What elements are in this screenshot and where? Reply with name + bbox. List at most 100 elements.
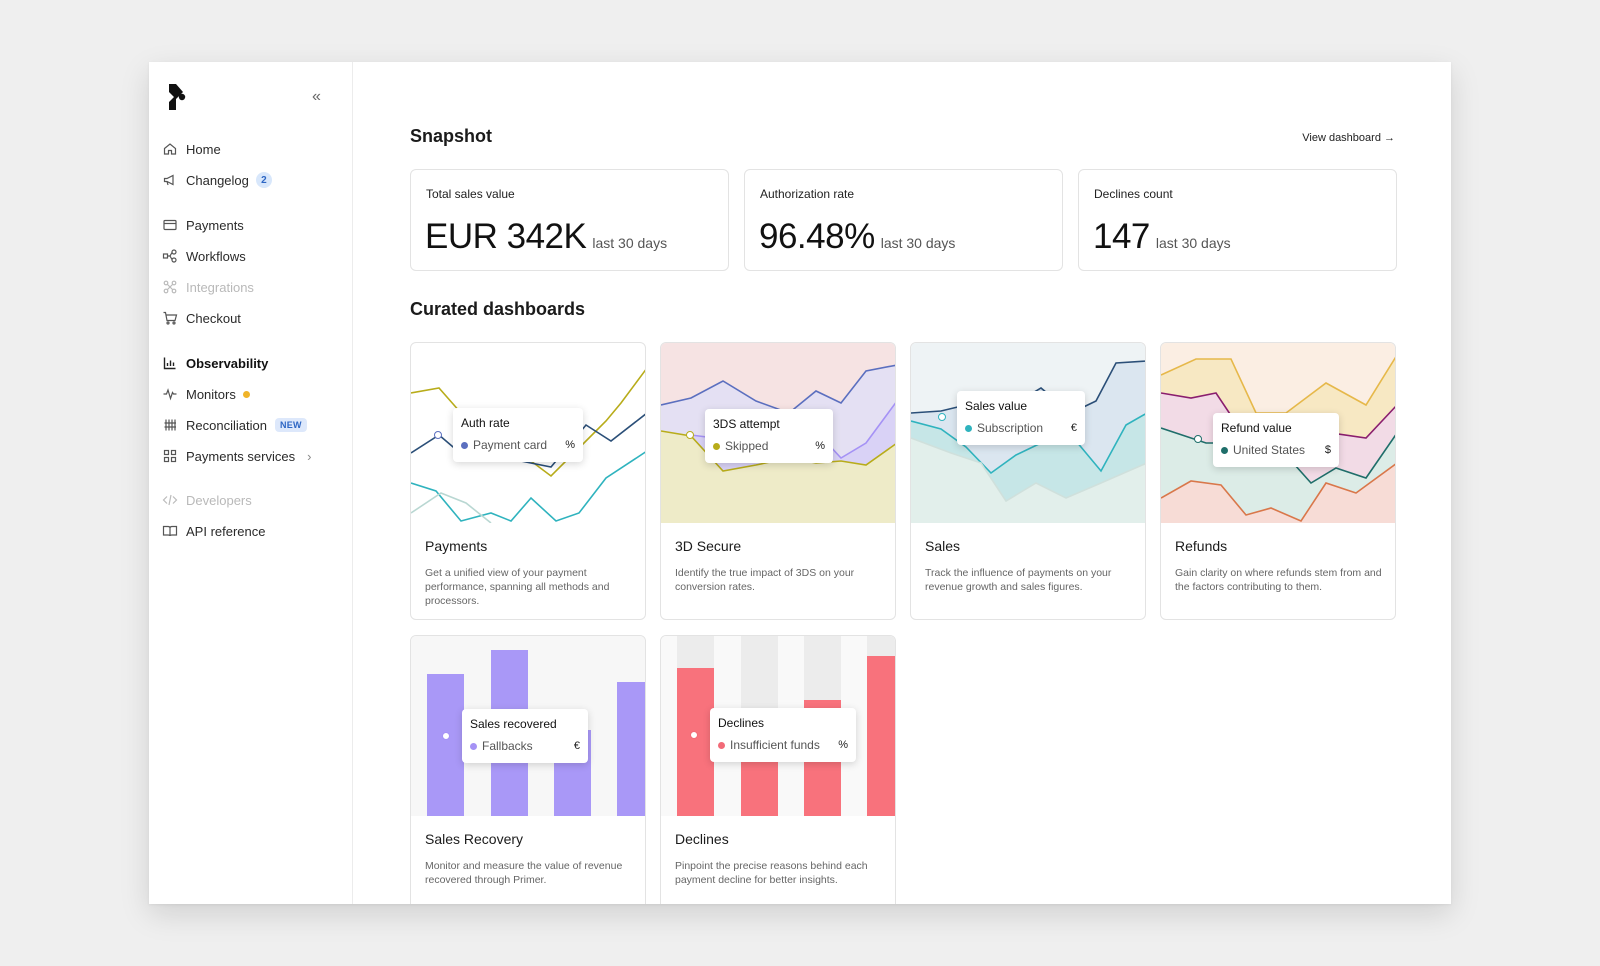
chart-tooltip: Sales value Subscription € [957,391,1085,445]
card-title: Refunds [1175,538,1228,554]
chart-tooltip: Declines Insufficient funds% [710,708,856,762]
sales-recovery-preview-chart: Sales recovered Fallbacks € [411,636,645,816]
stat-label: Authorization rate [760,187,855,201]
sidebar-item-checkout[interactable]: Checkout [162,307,241,329]
brand-logo[interactable] [166,82,186,112]
legend-dot [718,741,725,749]
card-description: Track the influence of payments on your … [925,567,1112,593]
cart-icon [162,310,178,326]
card-icon [162,217,178,233]
sidebar-item-payments-services[interactable]: Payments services › [162,445,311,467]
sidebar-item-workflows[interactable]: Workflows [162,245,246,267]
sidebar-item-observability[interactable]: Observability [162,352,268,374]
dashboard-card-declines[interactable]: Declines Insufficient funds% Declines Pi… [660,635,896,904]
sidebar-item-changelog[interactable]: Changelog 2 [162,169,272,191]
grid-icon [162,448,178,464]
chart-marker [1194,435,1202,443]
sidebar-item-reconciliation[interactable]: Reconciliation NEW [162,414,307,436]
tooltip-item: Subscription [977,421,1044,435]
workflow-icon [162,248,178,264]
main-content: Snapshot View dashboard → Total sales va… [353,62,1451,904]
card-description: Monitor and measure the value of revenue… [425,860,623,886]
tooltip-unit: $ [1324,444,1331,456]
chart-marker [938,413,946,421]
card-title: Sales Recovery [425,831,524,847]
app-window: « Home Changelog 2 Payments Workflows In… [149,62,1451,904]
sidebar-item-integrations[interactable]: Integrations [162,276,254,298]
sidebar-item-label: Workflows [186,248,246,264]
payments-preview-chart: Auth rate Payment card% [411,343,645,523]
card-title: Sales [925,538,961,554]
integrations-icon [162,279,178,295]
stat-value: 147 last 30 days [1093,217,1231,256]
home-icon [162,141,178,157]
legend-dot [470,742,477,750]
sidebar-item-developers[interactable]: Developers [162,489,252,511]
chart-tooltip: Refund value United States $ [1213,413,1339,467]
dashboard-card-3d-secure[interactable]: 3DS attempt Skipped% 3D Secure Identify … [660,342,896,620]
chart-marker [686,431,694,439]
tooltip-title: Sales recovered [470,717,557,731]
sidebar-item-label: Payments services [186,448,296,464]
dashboard-card-sales[interactable]: Sales value Subscription € Sales Track th… [910,342,1146,620]
sidebar-item-api-reference[interactable]: API reference [162,520,266,542]
card-description: Get a unified view of your payment perfo… [425,567,610,607]
tooltip-title: Auth rate [461,416,510,430]
card-description: Gain clarity on where refunds stem from … [1175,567,1382,593]
stat-period: last 30 days [592,235,668,251]
tooltip-title: 3DS attempt [713,417,780,431]
chart-icon [162,355,178,371]
dashboard-card-payments[interactable]: Auth rate Payment card% Payments Get a u… [410,342,646,620]
stat-card-total-sales[interactable]: Total sales value EUR 342K last 30 days [410,169,729,271]
pulse-icon [162,386,178,402]
sidebar-item-label: Monitors [186,386,236,402]
book-icon [162,523,178,539]
chevron-right-icon[interactable]: › [307,448,312,464]
stat-card-authorization-rate[interactable]: Authorization rate 96.48% last 30 days [744,169,1063,271]
stat-value: EUR 342K last 30 days [425,217,668,256]
card-description: Pinpoint the precise reasons behind each… [675,860,868,886]
dashboard-card-sales-recovery[interactable]: Sales recovered Fallbacks € Sales Recover… [410,635,646,904]
tooltip-title: Refund value [1221,421,1292,435]
sidebar-item-monitors[interactable]: Monitors [162,383,250,405]
sidebar-item-label: Integrations [186,279,254,295]
sidebar-item-payments[interactable]: Payments [162,214,244,236]
sidebar-item-label: Checkout [186,310,241,326]
collapse-sidebar-icon[interactable]: « [312,88,321,105]
monitors-status-dot [242,390,250,398]
view-dashboard-link[interactable]: View dashboard → [1302,132,1395,144]
megaphone-icon [162,172,178,188]
chart-tooltip: 3DS attempt Skipped% [705,409,833,463]
sidebar-item-label: Payments [186,217,244,233]
stat-card-declines-count[interactable]: Declines count 147 last 30 days [1078,169,1397,271]
legend-dot [461,441,468,449]
tooltip-unit: % [815,440,825,452]
tooltip-unit: % [838,739,848,751]
changelog-count-badge: 2 [255,172,272,188]
tooltip-unit: € [573,740,580,752]
tooltip-title: Sales value [965,399,1028,413]
sidebar-item-label: Changelog [186,172,249,188]
stat-label: Declines count [1094,187,1173,201]
stat-period: last 30 days [880,235,956,251]
chart-marker [434,431,442,439]
sidebar-item-label: Home [186,141,221,157]
sidebar-item-label: Observability [186,355,269,371]
tooltip-item: United States [1233,443,1306,457]
tooltip-item: Payment card [473,438,548,452]
refunds-preview-chart: Refund value United States $ [1161,343,1395,523]
stat-period: last 30 days [1155,235,1231,251]
chart-marker [690,731,698,739]
sidebar-item-home[interactable]: Home [162,138,221,160]
legend-dot [713,442,720,450]
dashboard-card-refunds[interactable]: Refund value United States $ Refunds Gain… [1160,342,1396,620]
tooltip-unit: % [565,439,575,451]
sales-preview-chart: Sales value Subscription € [911,343,1145,523]
tooltip-unit: € [1070,422,1077,434]
sidebar: « Home Changelog 2 Payments Workflows In… [149,62,353,904]
3d-secure-preview-chart: 3DS attempt Skipped% [661,343,895,523]
snapshot-title: Snapshot [410,126,493,146]
reconciliation-icon [162,417,178,433]
new-badge: NEW [274,418,307,432]
stat-label: Total sales value [426,187,515,201]
